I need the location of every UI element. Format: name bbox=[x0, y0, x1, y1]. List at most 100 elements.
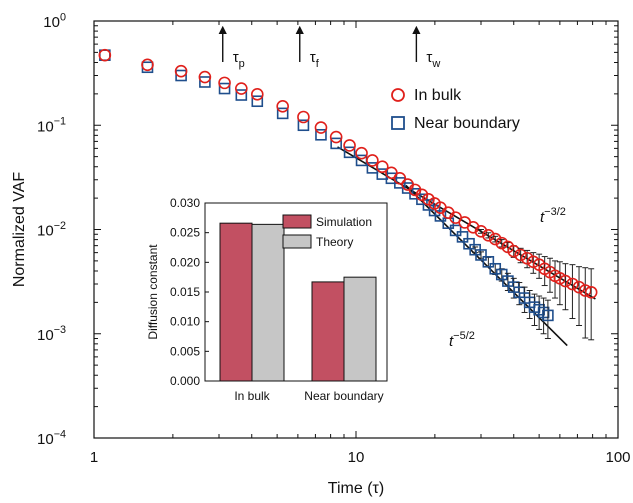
inset-bar-theory bbox=[343, 276, 377, 382]
inset-y-tick-label: 0.025 bbox=[170, 226, 200, 240]
data-point-in-bulk bbox=[329, 130, 343, 144]
data-point-in-bulk bbox=[218, 76, 231, 90]
inset-y-tick-label: 0.015 bbox=[170, 285, 200, 299]
fit-label-base: t bbox=[449, 333, 454, 350]
data-point-in-bulk bbox=[482, 228, 495, 242]
data-point-in-bulk bbox=[343, 139, 356, 152]
annotation-symbol: τ bbox=[233, 49, 239, 66]
data-point-in-bulk bbox=[276, 99, 289, 113]
y-tick-label: 10−2 bbox=[37, 220, 66, 240]
data-point-in-bulk bbox=[198, 70, 212, 84]
data-point-near-boundary bbox=[456, 231, 469, 243]
annotation-label: τw bbox=[426, 49, 440, 70]
legend-label-in-bulk: In bulk bbox=[414, 87, 462, 104]
data-point-in-bulk bbox=[466, 220, 480, 234]
annotation-sub: f bbox=[316, 58, 320, 70]
data-point-near-boundary bbox=[449, 224, 462, 237]
y-tick-label: 10−4 bbox=[37, 428, 66, 448]
data-point-in-bulk bbox=[98, 48, 112, 62]
annotation-label: τp bbox=[233, 49, 245, 70]
inset-category-label: Near boundary bbox=[304, 389, 383, 403]
y-tick-label-exp: −1 bbox=[54, 116, 66, 128]
data-point-near-boundary bbox=[175, 69, 187, 82]
y-tick-label-base: 10 bbox=[37, 223, 54, 240]
fit-label-base: t bbox=[540, 209, 545, 226]
inset-y-tick-label: 0.000 bbox=[170, 374, 200, 388]
data-point-in-bulk bbox=[141, 58, 154, 72]
data-point-in-bulk bbox=[297, 110, 310, 124]
data-point-near-boundary bbox=[276, 107, 289, 120]
fit-line bbox=[405, 184, 568, 347]
data-point-near-boundary bbox=[475, 249, 487, 261]
data-point-near-boundary bbox=[297, 119, 310, 132]
data-point-near-boundary bbox=[463, 237, 475, 250]
fit-label-3-2: t−3/2 bbox=[540, 206, 566, 226]
inset-legend-label: Theory bbox=[316, 235, 353, 249]
data-point-near-boundary bbox=[315, 128, 327, 141]
data-point-in-bulk bbox=[520, 251, 534, 265]
data-point-near-boundary bbox=[495, 268, 508, 281]
annotation-symbol: τ bbox=[310, 49, 316, 66]
x-tick-label: 1 bbox=[90, 449, 98, 466]
fit-label-exp: −5/2 bbox=[453, 330, 475, 342]
x-tick-label: 100 bbox=[605, 449, 630, 466]
fit-label-exp: −3/2 bbox=[544, 206, 566, 218]
data-point-in-bulk bbox=[235, 82, 248, 95]
data-point-in-bulk bbox=[559, 274, 572, 288]
data-point-in-bulk bbox=[174, 64, 188, 78]
data-point-in-bulk bbox=[422, 192, 435, 206]
y-tick-label-base: 10 bbox=[43, 14, 60, 31]
inset-legend-swatch bbox=[282, 214, 312, 229]
data-point-near-boundary bbox=[330, 137, 342, 150]
y-tick-label-base: 10 bbox=[37, 431, 54, 448]
x-axis-label: Time (τ) bbox=[328, 480, 384, 497]
inset-bar-theory bbox=[251, 223, 285, 382]
inset-category-label: In bulk bbox=[234, 389, 270, 403]
data-point-in-bulk bbox=[495, 236, 509, 250]
inset-legend-label: Simulation bbox=[316, 215, 372, 229]
inset-y-tick-label: 0.005 bbox=[170, 344, 200, 358]
data-point-in-bulk bbox=[507, 244, 521, 258]
data-point-in-bulk bbox=[393, 171, 407, 185]
y-tick-label-base: 10 bbox=[37, 118, 54, 135]
data-point-in-bulk bbox=[314, 121, 328, 134]
data-point-near-boundary bbox=[235, 89, 248, 101]
data-point-near-boundary bbox=[199, 76, 211, 88]
annotation-label: τf bbox=[310, 49, 320, 70]
data-point-in-bulk bbox=[514, 248, 527, 262]
data-point-near-boundary bbox=[502, 275, 514, 287]
data-point-in-bulk bbox=[488, 232, 502, 246]
inset-y-tick-label: 0.030 bbox=[170, 196, 200, 210]
data-point-near-boundary bbox=[251, 95, 264, 108]
data-point-in-bulk bbox=[566, 277, 579, 291]
data-point-near-boundary bbox=[542, 309, 554, 322]
data-point-in-bulk bbox=[474, 225, 488, 238]
data-point-near-boundary bbox=[343, 146, 356, 159]
inset-y-tick-label: 0.020 bbox=[170, 255, 200, 269]
data-point-near-boundary bbox=[482, 255, 495, 268]
y-tick-label: 10−1 bbox=[37, 116, 66, 136]
legend-marker-in-bulk bbox=[391, 88, 405, 102]
y-tick-label-exp: 0 bbox=[60, 11, 66, 23]
y-tick-label-exp: −3 bbox=[54, 324, 66, 336]
data-point-near-boundary bbox=[218, 82, 231, 95]
y-tick-label: 10−3 bbox=[37, 324, 66, 344]
data-point-in-bulk bbox=[375, 160, 389, 174]
y-tick-label-exp: −2 bbox=[54, 220, 66, 232]
inset-legend-swatch bbox=[282, 234, 312, 249]
annotation-symbol: τ bbox=[426, 49, 432, 66]
data-point-near-boundary bbox=[434, 210, 447, 222]
inset-y-axis-label: Diffusion constant bbox=[146, 244, 160, 340]
data-point-in-bulk bbox=[584, 285, 598, 299]
inset-y-tick-label: 0.010 bbox=[170, 315, 200, 329]
y-tick-label-base: 10 bbox=[37, 327, 54, 344]
legend-marker-near-boundary bbox=[391, 116, 405, 130]
data-point-in-bulk bbox=[572, 280, 586, 294]
y-tick-label: 100 bbox=[43, 11, 66, 31]
data-point-in-bulk bbox=[355, 146, 368, 160]
legend-label-near-boundary: Near boundary bbox=[414, 115, 520, 132]
annotation-sub: p bbox=[239, 58, 245, 70]
annotation-sub: w bbox=[431, 58, 440, 70]
